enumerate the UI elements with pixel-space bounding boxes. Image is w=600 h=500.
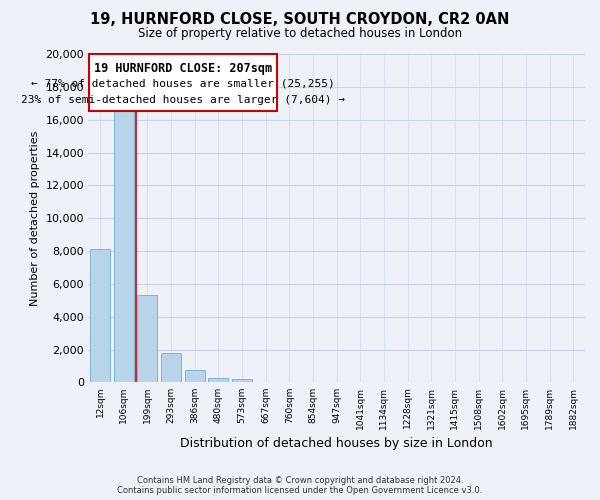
Bar: [90, 250, 110, 382]
Bar: [137, 296, 157, 382]
Text: 19, HURNFORD CLOSE, SOUTH CROYDON, CR2 0AN: 19, HURNFORD CLOSE, SOUTH CROYDON, CR2 0…: [91, 12, 509, 28]
Bar: [113, 110, 134, 382]
Text: ← 77% of detached houses are smaller (25,255): ← 77% of detached houses are smaller (25…: [31, 78, 335, 88]
FancyBboxPatch shape: [89, 54, 277, 112]
Bar: [185, 370, 205, 382]
Bar: [208, 378, 229, 382]
Text: Contains HM Land Registry data © Crown copyright and database right 2024.
Contai: Contains HM Land Registry data © Crown c…: [118, 476, 482, 495]
Text: Size of property relative to detached houses in London: Size of property relative to detached ho…: [138, 28, 462, 40]
Text: 19 HURNFORD CLOSE: 207sqm: 19 HURNFORD CLOSE: 207sqm: [94, 62, 272, 75]
X-axis label: Distribution of detached houses by size in London: Distribution of detached houses by size …: [180, 437, 493, 450]
Y-axis label: Number of detached properties: Number of detached properties: [30, 130, 40, 306]
Bar: [232, 379, 252, 382]
Text: 23% of semi-detached houses are larger (7,604) →: 23% of semi-detached houses are larger (…: [21, 95, 345, 105]
Bar: [161, 353, 181, 382]
